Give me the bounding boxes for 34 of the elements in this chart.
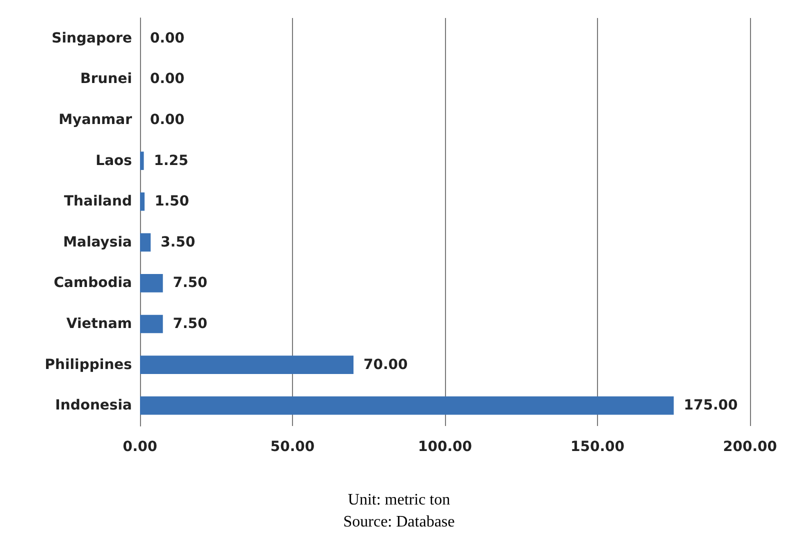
bar — [140, 356, 354, 374]
data-label: 0.00 — [150, 112, 185, 128]
y-tick-label: Myanmar — [58, 112, 132, 128]
y-tick-label: Brunei — [80, 71, 132, 88]
text: Unit: metric ton — [348, 492, 450, 508]
x-tick-label: 50.00 — [270, 439, 315, 455]
x-tick-label: 200.00 — [722, 439, 778, 455]
data-label: 1.25 — [154, 152, 188, 169]
data-label: 0.00 — [150, 30, 185, 46]
data-label: 0.00 — [150, 71, 185, 88]
bar — [140, 233, 151, 252]
data-label: 175.00 — [684, 398, 738, 414]
bar — [140, 314, 163, 334]
x-tick-label: 150.00 — [570, 439, 625, 455]
x-tick-label: 0.00 — [122, 439, 158, 455]
y-tick-label: Cambodia — [54, 275, 132, 292]
y-tick-label: Indonesia — [55, 398, 132, 414]
data-label: 7.50 — [172, 275, 208, 292]
data-label: 1.50 — [154, 194, 190, 210]
data-label: 70.00 — [364, 356, 408, 373]
y-tick-label: Thailand — [64, 194, 132, 210]
source-note: Source: Database — [343, 514, 455, 530]
x-tick-label: 100.00 — [418, 439, 472, 455]
bar — [140, 152, 144, 170]
bar — [140, 396, 674, 415]
data-label: 7.50 — [172, 316, 208, 332]
y-tick-label: Singapore — [52, 30, 132, 46]
bar — [140, 192, 145, 211]
y-tick-label: Malaysia — [63, 234, 132, 250]
y-tick-label: Laos — [96, 152, 132, 169]
data-label: 3.50 — [160, 234, 196, 250]
bar — [140, 274, 163, 292]
y-tick-label: Philippines — [44, 356, 132, 373]
y-tick-label: Vietnam — [66, 316, 132, 332]
